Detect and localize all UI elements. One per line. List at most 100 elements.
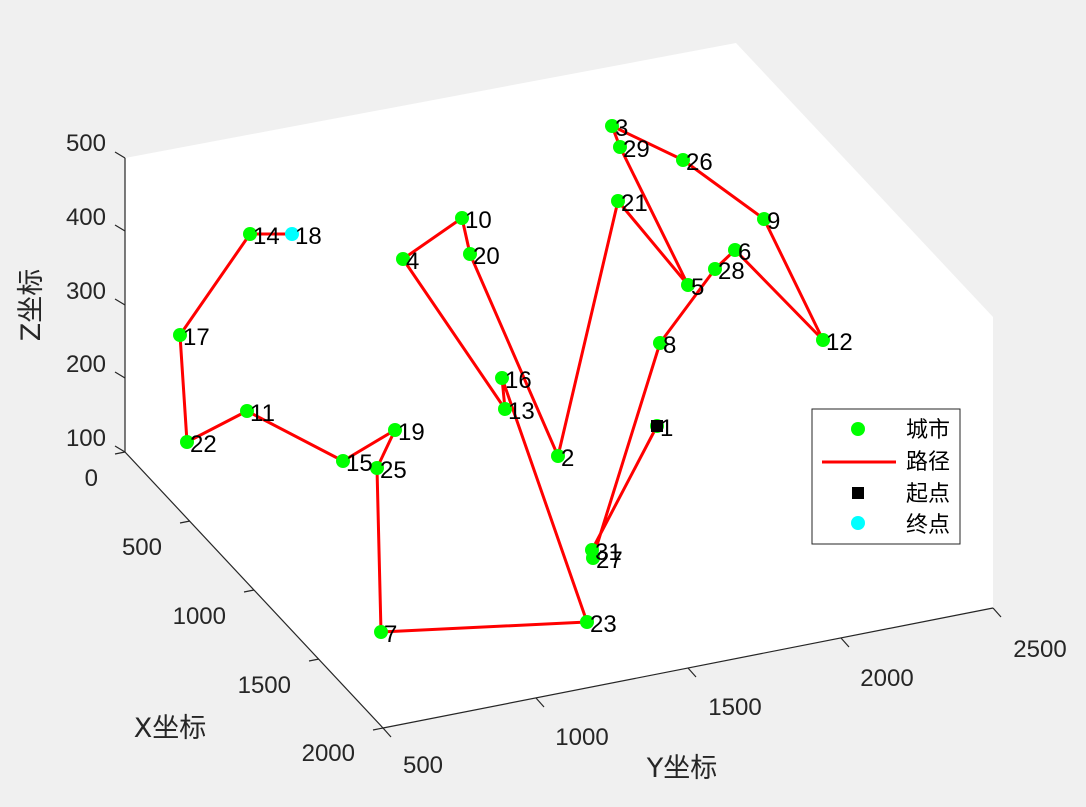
z-tick-label: 400	[66, 204, 106, 231]
z-tick-label: 300	[66, 278, 106, 305]
y-tick-mark	[382, 727, 392, 738]
city-point	[243, 227, 257, 241]
y-ticks	[382, 607, 1002, 738]
z-tick-mark	[114, 445, 126, 453]
city-point	[681, 278, 695, 292]
x-tick-mark	[179, 520, 191, 524]
z-tick-label: 500	[66, 130, 106, 157]
city-label: 29	[623, 136, 650, 163]
city-point	[728, 243, 742, 257]
y-tick-label: 2500	[1013, 636, 1066, 663]
x-tick-mark	[243, 589, 255, 593]
city-label: 6	[738, 239, 751, 266]
x-tick-label: 2000	[302, 740, 355, 767]
city-label: 10	[465, 207, 492, 234]
city-label: 31	[595, 539, 622, 566]
city-label: 19	[398, 419, 425, 446]
x-tick-label: 0	[85, 465, 98, 492]
city-label: 12	[826, 329, 853, 356]
city-label: 13	[508, 398, 535, 425]
x-tick-mark	[308, 658, 320, 662]
legend-start-marker	[852, 487, 864, 499]
city-label: 7	[384, 621, 397, 648]
city-point	[455, 211, 469, 225]
y-tick-label: 1500	[708, 694, 761, 721]
city-label: 25	[380, 457, 407, 484]
city-label: 22	[190, 431, 217, 458]
x-tick-label: 1000	[173, 603, 226, 630]
legend: 城市 路径 起点 终点	[811, 408, 961, 545]
city-point	[816, 333, 830, 347]
city-label: 20	[473, 243, 500, 270]
city-label: 14	[253, 223, 280, 250]
city-point	[173, 328, 187, 342]
legend-start-label: 起点	[906, 482, 950, 507]
end-point-marker	[285, 227, 299, 241]
city-point	[551, 449, 565, 463]
city-label: 26	[686, 149, 713, 176]
city-point	[396, 252, 410, 266]
city-point	[463, 247, 477, 261]
city-point	[708, 262, 722, 276]
x-axis-label: X坐标	[134, 713, 207, 744]
city-point	[611, 194, 625, 208]
city-label: 17	[183, 324, 210, 351]
city-point	[605, 119, 619, 133]
legend-path-label: 路径	[906, 450, 950, 475]
city-markers	[173, 119, 830, 639]
city-point	[180, 435, 194, 449]
city-label: 3	[615, 115, 628, 142]
city-label: 23	[590, 611, 617, 638]
legend-city-marker	[851, 422, 865, 436]
z-axis-label: Z坐标	[16, 269, 47, 342]
z-tick-label: 100	[66, 425, 106, 452]
city-point	[498, 402, 512, 416]
city-point	[676, 153, 690, 167]
city-point	[374, 625, 388, 639]
city-label: 27	[596, 547, 623, 574]
x-tick-mark	[372, 727, 384, 731]
legend-city-label: 城市	[906, 418, 950, 443]
city-point	[653, 336, 667, 350]
z-tick-mark	[114, 371, 126, 379]
city-label: 2	[561, 445, 574, 472]
city-label: 8	[663, 332, 676, 359]
city-label: 18	[295, 223, 322, 250]
z-tick-mark	[114, 298, 126, 306]
city-point	[240, 404, 254, 418]
y-tick-label: 500	[403, 752, 443, 779]
x-tick-label: 1500	[238, 672, 291, 699]
z-tick-mark	[114, 224, 126, 232]
start-point-marker	[651, 420, 663, 432]
city-point	[495, 371, 509, 385]
z-tick-mark	[114, 151, 126, 159]
legend-end-label: 终点	[906, 513, 950, 538]
city-point	[757, 212, 771, 226]
city-point	[580, 615, 594, 629]
y-tick-label: 2000	[860, 665, 913, 692]
city-point	[388, 423, 402, 437]
city-point	[613, 140, 627, 154]
city-label: 21	[621, 190, 648, 217]
x-ticks	[114, 451, 384, 731]
y-tick-mark	[535, 697, 545, 708]
city-labels: 1234567891011121314151617181920212223252…	[183, 115, 853, 648]
z-tick-label: 200	[66, 351, 106, 378]
city-label: 4	[406, 248, 419, 275]
y-tick-mark	[992, 607, 1002, 618]
x-tick-mark	[114, 451, 126, 455]
legend-box	[811, 408, 961, 545]
city-point	[585, 543, 599, 557]
y-tick-label: 1000	[555, 724, 608, 751]
legend-end-marker	[851, 516, 865, 530]
city-label: 15	[346, 450, 373, 477]
city-label: 1	[660, 415, 673, 442]
y-axis-label: Y坐标	[646, 753, 718, 784]
city-label: 11	[250, 400, 275, 427]
city-point	[336, 454, 350, 468]
city-label: 16	[505, 367, 532, 394]
city-label: 28	[718, 258, 745, 285]
z-ticks	[114, 151, 126, 453]
y-tick-mark	[840, 637, 850, 648]
